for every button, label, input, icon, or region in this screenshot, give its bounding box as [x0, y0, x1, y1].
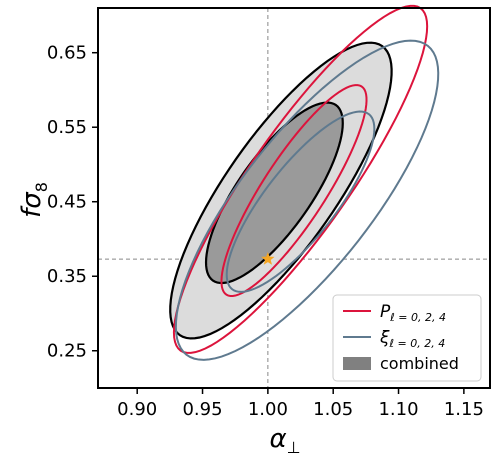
- legend-swatch-combined: [343, 357, 371, 370]
- x-axis-title: α⊥: [269, 424, 300, 457]
- p-contour-68: [220, 84, 368, 297]
- y-tick-label: 0.25: [47, 341, 87, 362]
- x-tick-label: 1.10: [378, 399, 418, 420]
- xi-contour-68: [225, 110, 376, 293]
- legend-label-combined: combined: [380, 354, 459, 373]
- x-tick-label: 1.15: [444, 399, 484, 420]
- y-tick-label: 0.35: [47, 266, 87, 287]
- x-tick-label: 0.95: [182, 399, 222, 420]
- legend-entry-xi: ξℓ = 0, 2, 4: [343, 328, 445, 350]
- contour-layer: [169, 4, 440, 361]
- y-tick-label: 0.55: [47, 117, 87, 138]
- legend-label-p: Pℓ = 0, 2, 4: [380, 302, 446, 324]
- x-tick-label: 0.90: [117, 399, 157, 420]
- y-tick-label: 0.65: [47, 43, 87, 64]
- legend-entry-combined: combined: [343, 354, 459, 373]
- legend: Pℓ = 0, 2, 4 ξℓ = 0, 2, 4 combined: [332, 294, 482, 382]
- tick-layer: 0.90 0.95 1.00 1.05 1.10 1.15 0.25 0.35 0.45 0.55…: [47, 43, 484, 420]
- x-tick-label: 1.00: [248, 399, 288, 420]
- p-contour-95: [172, 4, 429, 354]
- plot-frame: [97, 7, 491, 389]
- fiducial-star: [261, 252, 275, 265]
- xi-contour-95: [174, 39, 440, 361]
- x-tick-label: 1.05: [313, 399, 353, 420]
- legend-label-xi: ξℓ = 0, 2, 4: [379, 328, 445, 350]
- y-tick-label: 0.45: [47, 192, 87, 213]
- legend-entry-p: Pℓ = 0, 2, 4: [343, 302, 446, 324]
- y-axis-title: fσ8: [17, 182, 51, 218]
- marker-layer: [261, 252, 275, 265]
